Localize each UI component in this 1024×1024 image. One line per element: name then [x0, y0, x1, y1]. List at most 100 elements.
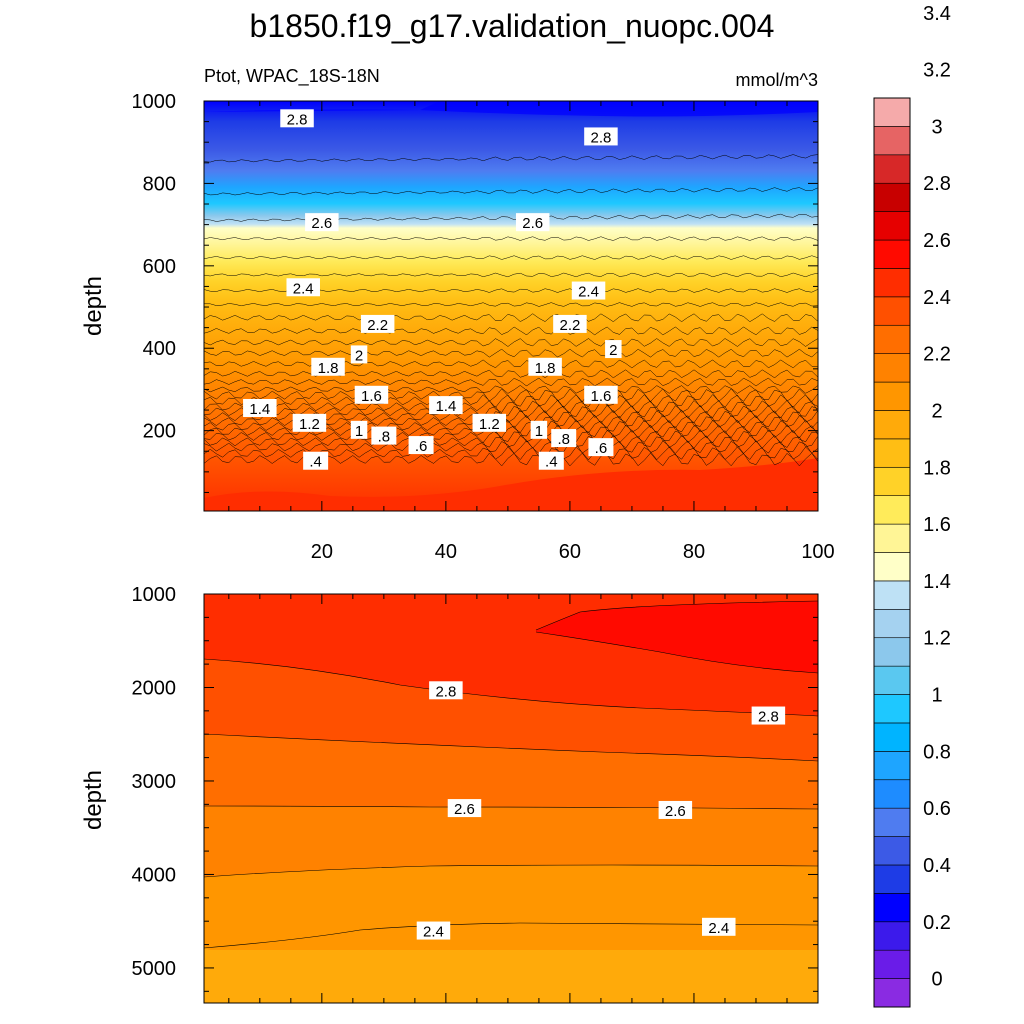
- y-tick-label: 600: [143, 256, 176, 278]
- contour-label-box: [515, 213, 550, 232]
- colorbar-swatch: [873, 893, 911, 923]
- contour-label: 1.6: [361, 388, 382, 405]
- top-panel-frame: [203, 100, 819, 512]
- contour-label: .4: [545, 454, 558, 471]
- contour-label-box: [447, 799, 482, 818]
- contour-label-box: [588, 438, 614, 457]
- contour-label: 2.4: [293, 280, 314, 297]
- x-tick-label: 80: [683, 541, 705, 563]
- contour-line: [203, 377, 819, 387]
- contour-line: [535, 600, 819, 631]
- contour-label-box: [538, 451, 564, 470]
- contour-label: .6: [595, 440, 608, 457]
- contour-line: [203, 348, 819, 358]
- colorbar: 0 0.2 0.4 0.6 0.8 1 1.2 1.4 1.6 1.8 2 2.2 2.4 2.6 2.8 3…: [873, 3, 951, 1008]
- figure-title: b1850.f19_g17.validation_nuopc.004: [250, 8, 775, 44]
- contour-line: [203, 429, 818, 444]
- contour-line: [203, 388, 819, 402]
- colorbar-label: 1.6: [923, 514, 951, 536]
- colorbar-label: 3: [931, 116, 942, 138]
- y-tick-label: 200: [143, 421, 176, 443]
- contour-label: 2.2: [367, 317, 388, 334]
- contour-label: 2.8: [435, 683, 456, 700]
- contour-line: [203, 313, 819, 323]
- y-tick-label: 400: [143, 338, 176, 360]
- contour-line: [203, 255, 819, 260]
- y-tick-label: 3000: [132, 771, 177, 793]
- contour-label: 1.8: [318, 360, 339, 377]
- x-tick-label: 100: [801, 541, 834, 563]
- contour-label: 2.8: [287, 111, 308, 128]
- y-tick-label: 2000: [132, 677, 177, 699]
- contour-label-box: [605, 340, 622, 359]
- contour-label: 1: [535, 423, 543, 440]
- colorbar-label: 2.6: [923, 230, 951, 252]
- top-deep-high-region: [204, 458, 818, 511]
- contour-label-box: [360, 314, 395, 333]
- contour-line: [203, 338, 819, 347]
- colorbar-swatch: [873, 438, 911, 468]
- contour-label: 1.2: [299, 416, 320, 433]
- x-tick-label: 20: [311, 541, 333, 563]
- contour-line: [203, 187, 819, 196]
- colorbar-label: 0.8: [923, 741, 951, 763]
- colorbar-label: 2.8: [923, 173, 951, 195]
- colorbar-swatch: [873, 580, 911, 610]
- contour-label-box: [350, 345, 368, 364]
- contour-label: 2.6: [665, 803, 686, 820]
- contour-label: .8: [557, 431, 570, 448]
- colorbar-swatch: [873, 126, 911, 156]
- colorbar-label: 3.4: [923, 3, 951, 25]
- top-subtitle-left: Ptot, WPAC_18S-18N: [204, 66, 380, 87]
- colorbar-swatch: [873, 836, 911, 866]
- contour-label-box: [429, 396, 463, 415]
- contour-label: .4: [309, 454, 322, 471]
- top-contour-labels: .4.4.8.6.8.61 11.2 1.21.4 1.41.6 1.61.8 1.82 2…: [243, 109, 622, 471]
- contour-label: 2.6: [311, 215, 332, 232]
- colorbar-swatch: [873, 211, 911, 241]
- x-tick-label: 60: [559, 541, 581, 563]
- contour-label: 2.4: [423, 924, 444, 941]
- bottom-panel: 2.82.82.6 2.62.4 2.4 10002000300040005000 …: [80, 584, 819, 1004]
- contour-label-box: [292, 413, 327, 432]
- contour-line: [203, 658, 819, 717]
- contour-label-box: [243, 398, 277, 417]
- colorbar-swatch: [873, 807, 911, 837]
- colorbar-swatch: [873, 239, 911, 269]
- contour-line: [203, 394, 819, 408]
- contour-label: .8: [378, 429, 391, 446]
- contour-line: [203, 154, 819, 163]
- contour-label: 2.8: [590, 129, 611, 146]
- colorbar-label: 1: [931, 685, 942, 707]
- contour-label: 2.6: [454, 801, 475, 818]
- top-subtitle-right: mmol/m^3: [736, 70, 818, 90]
- bottom-contour-lines: [203, 600, 819, 949]
- contour-label-box: [702, 917, 736, 936]
- contour-label-box: [528, 357, 562, 376]
- contour-label-box: [303, 451, 329, 470]
- colorbar-label: 0.6: [923, 798, 951, 820]
- contour-label: 1.2: [479, 416, 500, 433]
- contour-label: 1.8: [535, 360, 556, 377]
- contour-line: [204, 302, 819, 307]
- contour-label-box: [408, 436, 434, 455]
- colorbar-swatch: [873, 466, 911, 496]
- contour-label: .6: [415, 438, 428, 455]
- colorbar-swatch: [873, 978, 911, 1008]
- colorbar-swatch: [873, 97, 911, 127]
- colorbar-swatch: [873, 609, 911, 639]
- colorbar-label: 1.2: [923, 628, 951, 650]
- colorbar-swatch: [873, 324, 911, 354]
- contour-label: 2: [609, 342, 617, 359]
- y-tick-label: 5000: [132, 958, 177, 980]
- y-tick-label: 1000: [132, 91, 177, 113]
- contour-line: [203, 385, 819, 394]
- contour-label-box: [280, 109, 314, 128]
- contour-label-box: [472, 413, 507, 432]
- contour-label-box: [311, 357, 345, 376]
- colorbar-label: 2: [931, 400, 942, 422]
- y-tick-label: 1000: [132, 584, 177, 606]
- contour-label-box: [551, 429, 577, 448]
- colorbar-label: 2.4: [923, 287, 951, 309]
- contour-label-box: [350, 420, 368, 439]
